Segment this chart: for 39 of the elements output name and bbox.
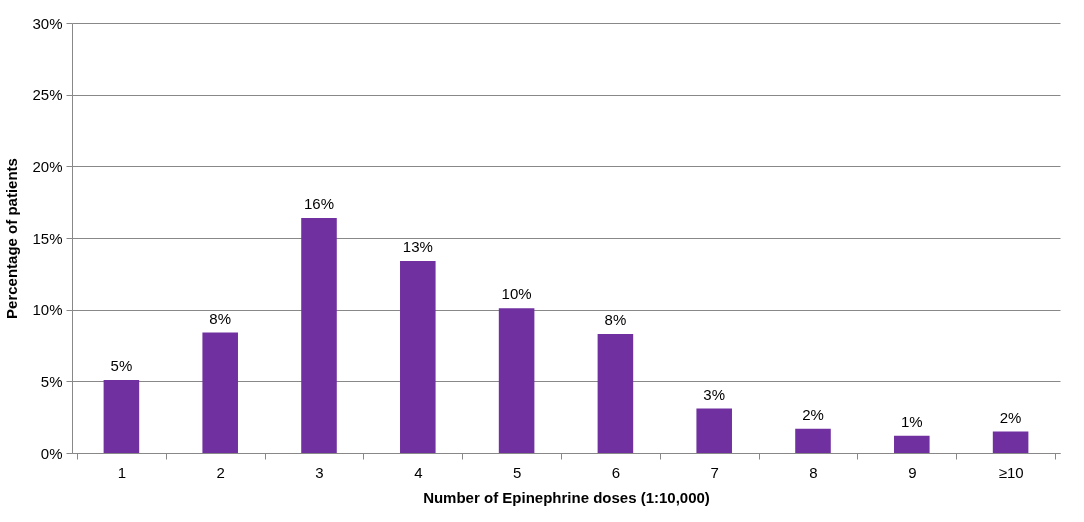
data-label: 5% (110, 356, 133, 374)
x-tick-label: 9 (908, 463, 917, 481)
y-tick-label: 0% (40, 444, 63, 462)
x-tick-label: 1 (117, 463, 127, 481)
y-tick-label: 10% (32, 301, 63, 319)
y-tick-label: 5% (40, 372, 63, 390)
bar (795, 428, 831, 453)
x-axis-title: Number of Epinephrine doses (1:10,000) (423, 488, 710, 506)
data-label: 8% (604, 311, 627, 329)
y-axis-title: Percentage of patients (3, 158, 21, 319)
bar (400, 260, 436, 453)
x-tick-label: 3 (315, 463, 324, 481)
data-label: 13% (402, 237, 433, 255)
y-tick-label: 25% (32, 86, 63, 104)
bar (301, 217, 337, 453)
bar (992, 431, 1029, 453)
data-label: 2% (802, 405, 824, 423)
x-tick-label: 2 (216, 463, 225, 481)
x-tick-label: ≥10 (998, 463, 1024, 481)
data-label: 1% (900, 412, 923, 430)
bar (103, 379, 140, 453)
data-label: 3% (703, 385, 726, 403)
y-tick-label: 20% (32, 157, 63, 175)
data-label: 16% (303, 194, 335, 212)
bar (597, 334, 634, 453)
x-tick-label: 5 (512, 463, 522, 481)
bar (202, 332, 238, 453)
bar (894, 435, 930, 453)
bar (498, 308, 535, 453)
data-label: 2% (999, 408, 1022, 426)
y-tick-label: 15% (32, 229, 63, 247)
x-tick-label: 8 (809, 463, 818, 481)
y-tick-label: 30% (32, 14, 63, 32)
x-tick-label: 4 (414, 463, 423, 481)
bar (696, 408, 732, 453)
x-tick-label: 6 (611, 463, 621, 481)
data-label: 10% (501, 285, 532, 303)
x-tick-label: 7 (710, 463, 719, 481)
data-label: 8% (209, 309, 232, 327)
